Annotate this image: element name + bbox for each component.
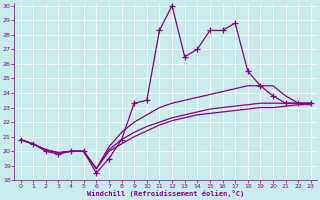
X-axis label: Windchill (Refroidissement éolien,°C): Windchill (Refroidissement éolien,°C) bbox=[87, 190, 244, 197]
